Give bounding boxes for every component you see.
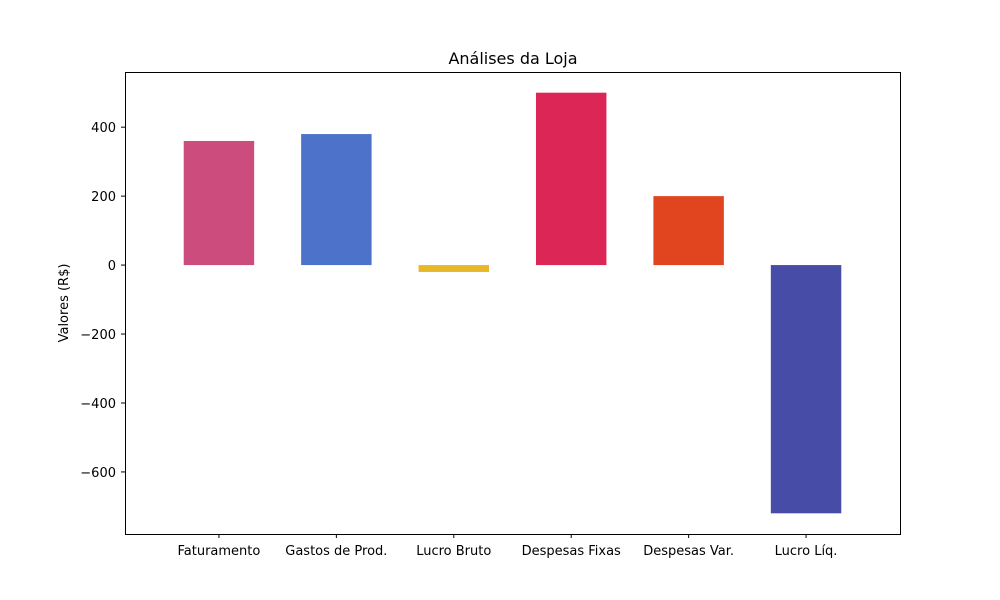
y-tick-label: 200 (91, 190, 116, 205)
chart-title: Análises da Loja (448, 49, 577, 68)
bars-group (183, 92, 842, 514)
x-tick-label: Faturamento (178, 544, 261, 559)
plot-frame (125, 72, 901, 535)
x-ticks-group: Faturamento Gastos de Prod. Lucro Bruto Des… (178, 534, 838, 559)
bar-3 (535, 92, 607, 266)
bar-2 (418, 265, 490, 272)
x-tick-label: Lucro Líq. (775, 544, 838, 559)
bar-1 (301, 134, 372, 266)
x-tick-label: Gastos de Prod. (285, 544, 387, 559)
bar-5 (770, 265, 842, 514)
y-tick-label: 0 (108, 259, 116, 274)
x-tick-label: Despesas Var. (643, 544, 734, 559)
y-ticks-group: −600 −400 −200 0 200 400 (80, 121, 125, 481)
y-tick-label: −400 (80, 397, 116, 412)
y-axis-label: Valores (R$) (57, 264, 72, 343)
bar-4 (653, 196, 724, 266)
y-tick-label: −200 (80, 328, 116, 343)
y-tick-label: −600 (80, 466, 116, 481)
x-tick-label: Lucro Bruto (416, 544, 491, 559)
bar-0 (183, 140, 255, 266)
y-tick-label: 400 (91, 121, 116, 136)
x-tick-label: Despesas Fixas (522, 544, 621, 559)
